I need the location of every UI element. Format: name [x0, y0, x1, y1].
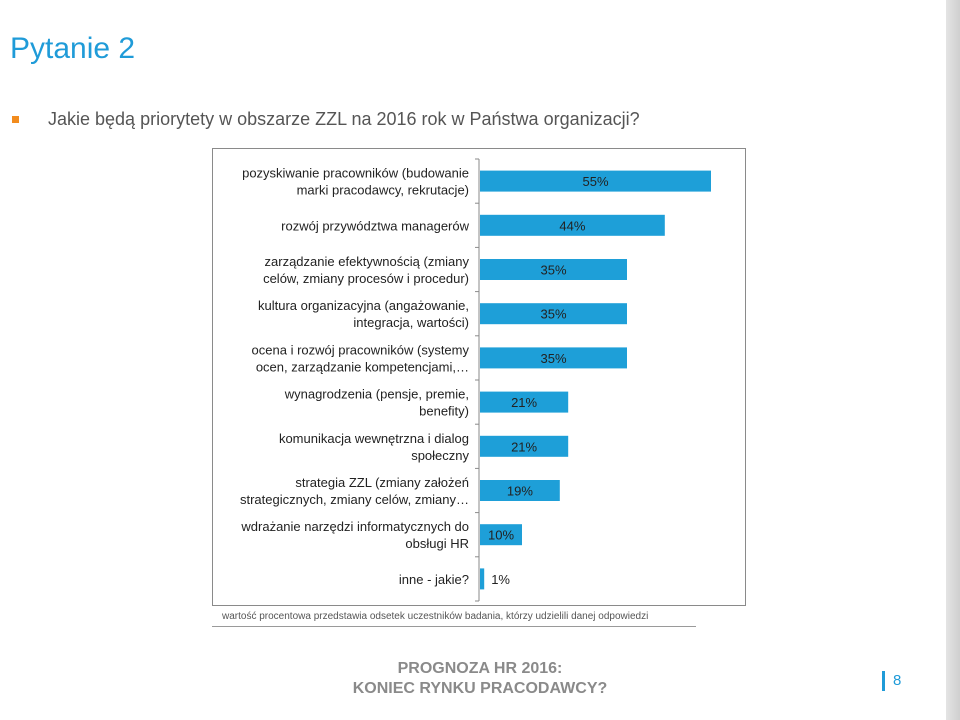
data-label: 35% — [540, 307, 566, 322]
bar — [480, 480, 560, 501]
data-label: 19% — [507, 484, 533, 499]
category-label: celów, zmiany procesów i procedur) — [263, 271, 469, 286]
bar — [480, 435, 569, 457]
category-label: społeczny — [411, 448, 469, 463]
data-label: 55% — [582, 174, 608, 189]
category-label: kultura organizacyjna (angażowanie, — [258, 298, 469, 313]
footer-title-line1: PROGNOZA HR 2016: — [397, 660, 563, 677]
category-label: ocena i rozwój pracowników (systemy — [252, 342, 470, 357]
slide-side-bar — [946, 0, 960, 720]
footer-title-line2: KONIEC RYNKU PRACODAWCY? — [352, 680, 608, 697]
chart-caption: wartość procentowa przedstawia odsetek u… — [222, 611, 649, 622]
slide-title: Pytanie 2 — [10, 32, 136, 65]
category-label: wynagrodzenia (pensje, premie, — [284, 387, 469, 402]
question-text: Jakie będą priorytety w obszarze ZZL na … — [48, 109, 640, 129]
bar — [480, 259, 627, 280]
bar — [480, 214, 665, 236]
data-label: 10% — [488, 528, 514, 543]
category-label: komunikacja wewnętrzna i dialog — [279, 431, 469, 446]
category-label: marki pracodawcy, rekrutacje) — [297, 183, 469, 198]
bullet-icon — [12, 116, 19, 123]
bar — [480, 391, 569, 413]
category-label: inne - jakie? — [399, 572, 469, 587]
bar — [480, 303, 627, 325]
category-label: integracja, wartości) — [353, 315, 469, 330]
page-number: 8 — [893, 672, 902, 689]
bar — [480, 568, 485, 590]
bar-chart: 55% pozyskiwanie pracowników (budowanie ma… — [240, 158, 711, 602]
category-label: obsługi HR — [405, 536, 469, 551]
bar — [480, 524, 522, 546]
data-label: 21% — [511, 439, 537, 454]
caption-divider — [212, 626, 696, 627]
page-number-marker — [882, 671, 885, 691]
category-label: rozwój przywództwa managerów — [281, 218, 469, 233]
bar — [480, 170, 711, 192]
chart-frame: 55% pozyskiwanie pracowników (budowanie ma… — [212, 148, 746, 606]
data-label: 1% — [491, 572, 510, 587]
category-label: zarządzanie efektywnością (zmiany — [265, 254, 470, 269]
data-label: 35% — [540, 263, 566, 278]
category-label: strategicznych, zmiany celów, zmiany… — [240, 492, 469, 507]
bar — [480, 347, 627, 369]
category-label: strategia ZZL (zmiany założeń — [295, 475, 469, 490]
category-label: wdrażanie narzędzi informatycznych do — [240, 519, 469, 534]
category-label: ocen, zarządzanie kompetencjami,… — [256, 359, 469, 374]
data-label: 35% — [540, 351, 566, 366]
category-label: benefity) — [419, 404, 469, 419]
data-label: 44% — [559, 218, 585, 233]
category-label: pozyskiwanie pracowników (budowanie — [242, 166, 469, 181]
data-label: 21% — [511, 395, 537, 410]
